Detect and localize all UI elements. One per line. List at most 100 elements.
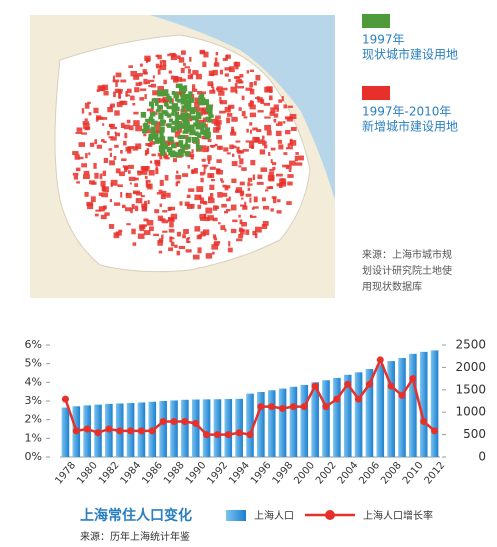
map-blot: [191, 115, 197, 121]
map-blot: [173, 94, 180, 99]
map-blot: [96, 144, 102, 149]
map-blot: [101, 192, 109, 198]
map-blot: [227, 106, 231, 111]
point: [170, 418, 178, 426]
map-blot: [143, 230, 151, 235]
map-blot: [235, 187, 243, 193]
map-blot: [218, 222, 221, 225]
legend-year: 1997年: [362, 33, 405, 47]
bar: [419, 351, 428, 457]
map-blot: [192, 137, 199, 143]
map-blot: [169, 98, 173, 104]
x-tick-label: 1994: [227, 460, 252, 487]
map-blot: [219, 69, 224, 75]
map-blot: [182, 130, 189, 134]
map-blot: [144, 94, 147, 100]
map-blot: [203, 200, 208, 205]
map-blot: [273, 113, 279, 118]
map-blot: [116, 102, 123, 108]
y2-tick-label: 2000: [455, 360, 486, 374]
map-blot: [169, 52, 176, 56]
map-blot: [209, 193, 214, 199]
map-blot: [245, 229, 250, 235]
map-blot: [201, 110, 205, 115]
map-blot: [249, 100, 253, 105]
map-blot: [278, 144, 284, 150]
map-blot: [227, 104, 235, 109]
map-blot: [176, 170, 179, 174]
map-blot: [170, 142, 177, 149]
map-blot: [183, 63, 186, 66]
map-blot: [174, 131, 181, 138]
map-blot: [176, 231, 181, 237]
map-blot: [204, 131, 211, 138]
map-blot: [188, 91, 193, 96]
map-blot: [237, 86, 245, 89]
x-tick-label: 1982: [97, 460, 122, 487]
map-blot: [102, 184, 105, 190]
map-blot: [250, 159, 256, 166]
map-blot: [214, 241, 221, 244]
map-blot: [96, 116, 104, 120]
map-blot: [144, 128, 151, 134]
map-blot: [231, 129, 235, 134]
map-blot: [217, 169, 223, 175]
map-source: 来源：上海市城市规: [362, 248, 452, 261]
map-blot: [159, 126, 165, 133]
map-blot: [149, 141, 156, 145]
map-blot: [227, 247, 233, 253]
map-blot: [143, 218, 149, 222]
map-blot: [224, 67, 232, 71]
map-blot: [134, 205, 139, 212]
map-blot: [255, 74, 261, 81]
legend-year: 1997年-2010年: [362, 105, 451, 119]
map-blot: [180, 145, 186, 149]
map-blot: [249, 197, 252, 203]
map-blot: [95, 118, 99, 122]
y2-tick-label: 1000: [455, 405, 486, 419]
point: [333, 395, 341, 403]
map-blot: [275, 173, 283, 177]
map-blot: [200, 91, 206, 95]
chart: 上海常住人口变化 来源：历年上海统计年鉴 0% 1% 2% 3% 4% 5% 6% 0 500 1…: [25, 338, 486, 544]
map-blot: [113, 91, 116, 98]
point: [311, 382, 319, 390]
map-blot: [157, 152, 160, 157]
map-blot: [249, 122, 253, 126]
map-blot: [175, 83, 183, 89]
point: [61, 395, 69, 403]
legend-label: 新增城市建设用地: [362, 119, 458, 134]
map-blot: [216, 87, 219, 90]
map-blot: [203, 169, 206, 175]
map-blot: [202, 229, 210, 236]
map-blot: [170, 241, 175, 247]
map-blot: [238, 229, 245, 232]
map-blot: [157, 240, 163, 246]
map-blot: [241, 95, 245, 101]
map-blot: [102, 186, 109, 193]
bar: [235, 398, 243, 457]
map-blot: [202, 164, 209, 167]
map-blot: [159, 119, 165, 126]
map-blot: [191, 170, 194, 175]
map-blot: [158, 98, 165, 103]
map-blot: [72, 151, 79, 156]
map-blot: [163, 89, 169, 97]
map-blot: [192, 254, 200, 260]
map-blot: [160, 194, 166, 200]
map-blot: [117, 89, 123, 92]
y2-tick-label: 2500: [455, 338, 486, 352]
map-blot: [200, 197, 205, 203]
map-blot: [268, 177, 275, 182]
map-blot: [231, 161, 238, 167]
map-blot: [273, 118, 277, 123]
map-blot: [155, 166, 158, 171]
map-blot: [145, 165, 150, 170]
y-tick-label: 2%: [25, 413, 42, 426]
map-blot: [166, 93, 170, 98]
map-blot: [149, 160, 153, 164]
map-blot: [241, 167, 247, 171]
map-blot: [178, 245, 186, 250]
map-blot: [155, 127, 161, 133]
map-blot: [158, 145, 163, 152]
